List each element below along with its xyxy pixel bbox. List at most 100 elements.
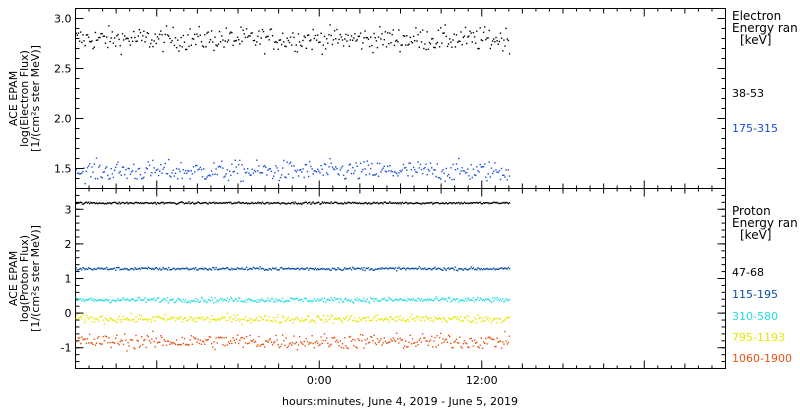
data-point — [90, 268, 92, 270]
data-point — [94, 344, 97, 346]
data-point — [244, 36, 247, 39]
data-point — [117, 266, 119, 269]
data-point — [463, 316, 466, 319]
data-point — [341, 165, 344, 167]
data-point — [361, 340, 363, 342]
data-point — [78, 316, 81, 319]
data-point — [462, 343, 464, 345]
data-point — [282, 297, 284, 299]
data-point — [259, 345, 261, 347]
data-point — [173, 202, 176, 204]
y-tick-label: 1 — [65, 273, 72, 286]
data-point — [108, 268, 110, 271]
data-point — [172, 169, 174, 171]
data-point — [293, 165, 295, 167]
data-point — [507, 316, 510, 319]
data-point — [298, 169, 301, 171]
data-point — [82, 170, 84, 173]
data-point — [384, 31, 387, 33]
data-point — [137, 268, 139, 270]
data-point — [481, 347, 484, 349]
data-point — [440, 268, 442, 270]
data-point — [476, 322, 478, 324]
data-point — [122, 297, 125, 299]
data-point — [183, 41, 186, 43]
data-point — [273, 267, 275, 270]
data-point — [320, 32, 322, 34]
data-point — [229, 317, 231, 319]
data-point — [270, 298, 273, 300]
data-point — [467, 36, 469, 38]
data-point — [344, 298, 346, 300]
data-point — [327, 42, 329, 44]
data-point — [323, 297, 326, 299]
data-point — [482, 268, 485, 270]
data-point — [477, 47, 479, 50]
data-point — [86, 299, 89, 301]
data-point — [190, 44, 192, 46]
data-point — [199, 318, 201, 320]
data-point — [359, 299, 362, 302]
data-point — [173, 342, 176, 345]
data-point — [268, 299, 270, 302]
data-point — [496, 322, 498, 324]
data-point — [359, 319, 362, 321]
data-point — [479, 163, 481, 166]
data-point — [466, 343, 468, 345]
data-point — [317, 298, 319, 300]
data-point — [401, 299, 403, 301]
data-point — [200, 168, 203, 171]
data-point — [398, 342, 400, 344]
data-point — [216, 202, 218, 204]
data-point — [95, 202, 98, 204]
data-point — [231, 163, 233, 165]
data-point — [508, 316, 511, 318]
data-point — [159, 170, 161, 172]
data-point — [154, 201, 156, 204]
y-tick-label: -1 — [61, 342, 72, 355]
data-point — [472, 345, 475, 347]
data-point — [508, 175, 511, 177]
data-point — [401, 319, 403, 321]
data-point — [222, 267, 224, 269]
data-point — [111, 31, 113, 33]
data-point — [96, 39, 99, 41]
data-point — [93, 202, 95, 204]
data-point — [78, 40, 81, 42]
data-point — [417, 344, 419, 346]
data-point — [400, 268, 402, 271]
data-point — [311, 268, 313, 270]
data-point — [190, 335, 192, 337]
data-point — [476, 201, 478, 204]
data-point — [166, 318, 169, 320]
data-point — [447, 267, 450, 269]
data-point — [161, 172, 163, 174]
data-point — [387, 299, 389, 302]
data-point — [450, 202, 452, 204]
data-point — [129, 299, 132, 302]
data-point — [340, 202, 343, 204]
data-point — [172, 26, 174, 29]
data-point — [96, 318, 99, 321]
data-point — [217, 166, 220, 168]
data-point — [383, 318, 385, 320]
data-point — [218, 319, 221, 321]
data-point — [332, 322, 335, 324]
data-point — [356, 320, 358, 323]
data-point — [392, 267, 394, 269]
data-point — [185, 202, 187, 204]
data-point — [436, 163, 438, 165]
data-point — [209, 268, 212, 270]
data-point — [90, 297, 92, 299]
data-point — [258, 268, 260, 270]
data-point — [204, 299, 206, 301]
data-point — [102, 268, 104, 270]
data-point — [365, 37, 367, 39]
data-point — [451, 203, 453, 205]
data-point — [442, 169, 444, 171]
data-point — [379, 26, 381, 28]
data-point — [304, 201, 306, 203]
data-point — [315, 299, 318, 302]
data-point — [491, 268, 494, 270]
data-point — [75, 296, 77, 299]
